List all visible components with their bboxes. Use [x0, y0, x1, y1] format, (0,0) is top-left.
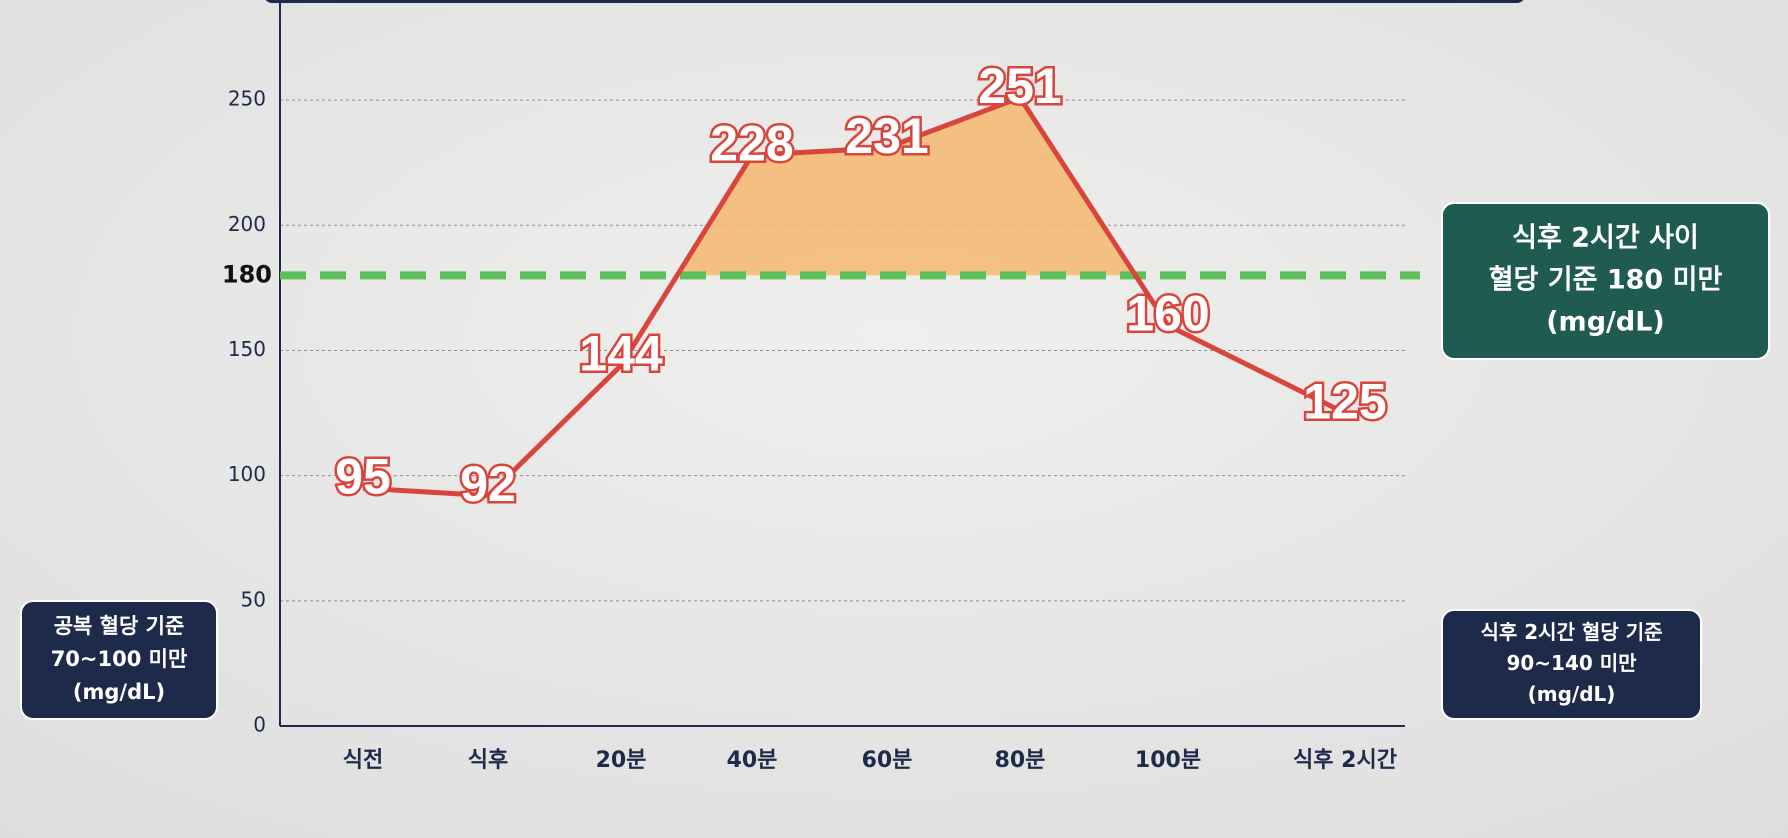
data-label: 125 [1303, 373, 1386, 429]
y-tick-label: 200 [228, 212, 266, 236]
annotation-text: 혈당 기준 180 미만 [1489, 265, 1723, 296]
annotation-text: (mg/dL) [73, 680, 165, 704]
annotation-text: (mg/dL) [1546, 307, 1665, 338]
top-banner [265, 0, 1524, 3]
y-tick-label: 0 [253, 713, 266, 737]
annotation-box [1441, 609, 1702, 720]
data-label: 251 [978, 58, 1061, 114]
data-label: 231 [845, 108, 928, 164]
x-tick-label: 식후 2시간 [1293, 748, 1397, 773]
y-tick-label: 50 [241, 587, 266, 611]
annotation-text: 식후 2시간 혈당 기준 [1480, 620, 1662, 644]
annotation-box [1441, 202, 1770, 360]
y-tick-label: 100 [228, 462, 266, 486]
x-tick-label: 80분 [995, 748, 1046, 773]
annotation-text: 공복 혈당 기준 [54, 614, 185, 638]
annotation-text: (mg/dL) [1528, 682, 1616, 706]
data-label: 228 [710, 115, 793, 171]
y-tick-label: 250 [228, 87, 266, 111]
annotation-text: 70~100 미만 [51, 647, 188, 671]
x-tick-label: 식후 [468, 748, 508, 773]
data-label: 144 [579, 326, 663, 382]
x-tick-label: 20분 [596, 748, 647, 773]
threshold-label: 180 [222, 260, 272, 288]
annotation-text: 90~140 미만 [1506, 651, 1637, 675]
x-tick-label: 60분 [862, 748, 913, 773]
data-label: 92 [460, 456, 516, 512]
annotation-box [20, 600, 218, 720]
x-tick-label: 100분 [1135, 748, 1201, 773]
data-label: 160 [1126, 286, 1209, 342]
exceed-area [363, 97, 1345, 276]
x-tick-label: 식전 [343, 748, 383, 773]
data-label: 95 [335, 448, 391, 504]
annotation-text: 식후 2시간 사이 [1512, 223, 1699, 254]
series-line [362, 95, 1347, 499]
x-tick-label: 40분 [727, 748, 778, 773]
y-tick-label: 150 [228, 337, 266, 361]
